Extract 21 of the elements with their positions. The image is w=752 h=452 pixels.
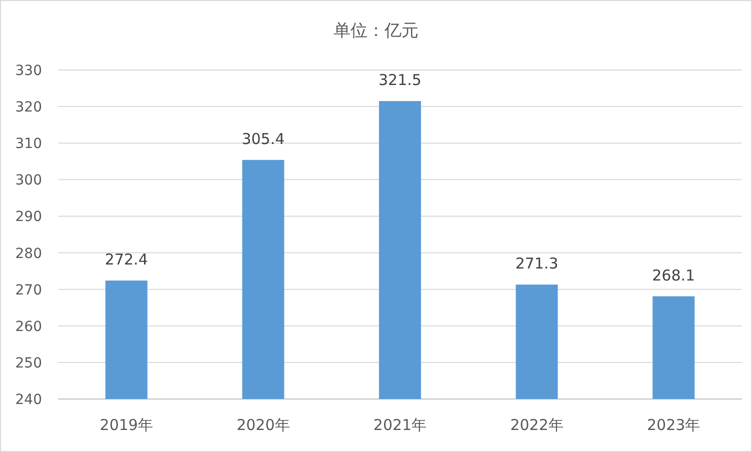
- x-tick-label: 2023年: [647, 416, 700, 434]
- y-tick-label: 330: [15, 63, 42, 79]
- y-tick-label: 260: [15, 318, 42, 335]
- x-tick-label: 2019年: [100, 416, 153, 434]
- data-label: 321.5: [378, 71, 422, 90]
- data-label: 272.4: [104, 250, 148, 269]
- data-label: 305.4: [242, 130, 285, 148]
- x-tick-label: 2022年: [510, 416, 564, 434]
- y-tick-label: 280: [15, 246, 42, 262]
- y-tick-label: 320: [15, 100, 42, 116]
- x-tick-label: 2021年: [373, 416, 427, 434]
- x-tick-label: 2020年: [236, 416, 290, 434]
- data-label: 268.1: [652, 266, 696, 284]
- data-label: 271.3: [515, 254, 558, 273]
- y-tick-label: 270: [15, 282, 42, 298]
- y-tick-label: 250: [15, 355, 42, 372]
- y-tick-label: 290: [15, 209, 42, 226]
- y-tick-label: 300: [15, 172, 42, 189]
- chart-title: 单位：亿元: [334, 21, 418, 41]
- y-tick-label: 240: [15, 392, 42, 408]
- y-tick-label: 310: [15, 136, 42, 152]
